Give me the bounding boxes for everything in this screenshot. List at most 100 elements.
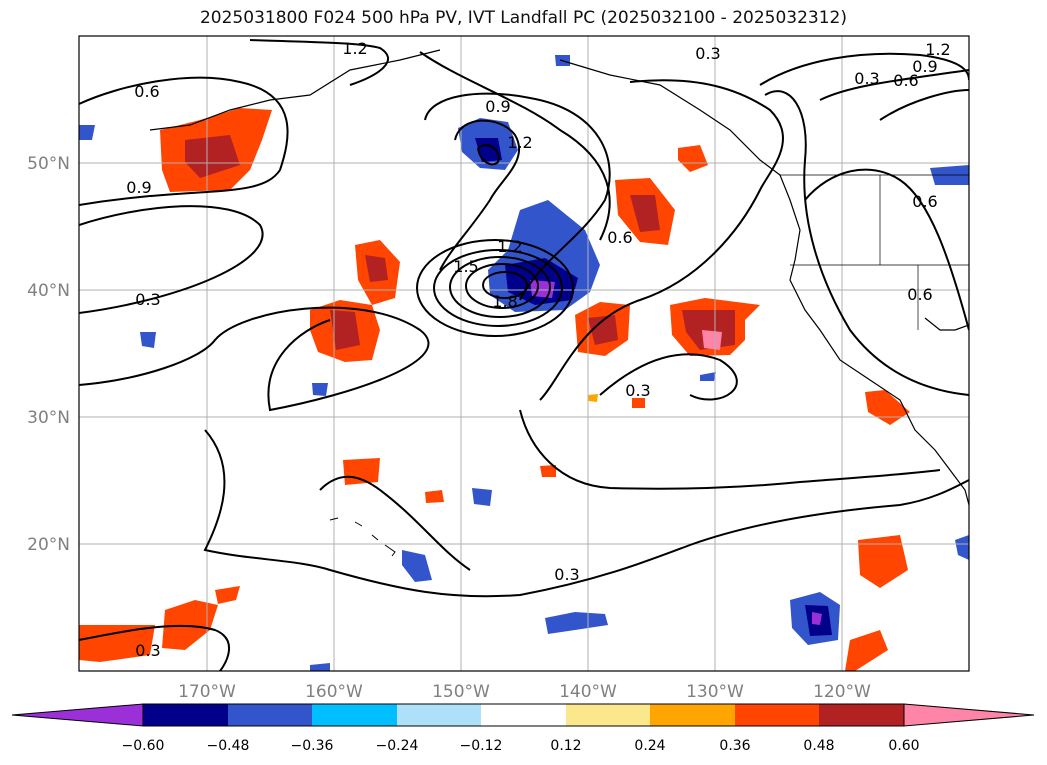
contour-label: 0.6 bbox=[607, 228, 632, 247]
pv-negative-region bbox=[472, 488, 492, 506]
pv-negative-region bbox=[140, 332, 156, 348]
colorbar-extend-high bbox=[903, 703, 1035, 727]
colorbar-tick: −0.60 bbox=[122, 738, 165, 754]
pv-negative-region bbox=[310, 663, 330, 671]
pv-strong-positive-region bbox=[330, 310, 360, 350]
lat-label: 40°N bbox=[27, 281, 70, 301]
colorbar-swatch bbox=[819, 704, 904, 726]
pv-positive-region bbox=[343, 458, 380, 485]
contour-line bbox=[439, 119, 521, 271]
contour-line bbox=[319, 475, 471, 571]
hawaiian-islands bbox=[329, 517, 396, 557]
contour-line bbox=[519, 409, 941, 490]
contour-label: 0.9 bbox=[912, 57, 937, 76]
lon-axis-labels: 170°W 160°W 150°W 140°W 130°W 120°W bbox=[178, 682, 871, 702]
pv-positive-region bbox=[588, 394, 598, 402]
colorbar-frame bbox=[142, 703, 905, 727]
pv-negative-region bbox=[545, 612, 608, 634]
colorbar-swatch bbox=[735, 704, 819, 726]
contour-label: 0.3 bbox=[625, 381, 650, 400]
pv-extreme-negative-region bbox=[812, 612, 822, 625]
contour-line bbox=[482, 271, 528, 299]
contour-line bbox=[465, 263, 539, 309]
colorbar-tick: 0.12 bbox=[550, 738, 581, 754]
colorbar-swatch bbox=[650, 704, 735, 726]
pv-strong-positive-region bbox=[185, 135, 240, 178]
pv-strong-positive-region bbox=[682, 310, 735, 350]
contour-label-group: 0.6 0.9 0.3 0.3 0.3 0.3 0.9 1.2 1.2 1.5 … bbox=[126, 39, 950, 660]
contour-label: 0.3 bbox=[135, 290, 160, 309]
contour-label: 0.3 bbox=[854, 69, 879, 88]
contour-label: 0.6 bbox=[893, 71, 918, 90]
contour-line bbox=[477, 144, 500, 166]
lat-label: 30°N bbox=[27, 408, 70, 428]
lon-label: 140°W bbox=[559, 682, 617, 702]
lon-label: 170°W bbox=[178, 682, 236, 702]
contour-line bbox=[249, 39, 389, 86]
contour-line bbox=[433, 249, 563, 327]
contour-line bbox=[764, 90, 969, 396]
contour-label: 1.2 bbox=[342, 39, 367, 58]
pv-extreme-positive-region bbox=[702, 330, 722, 350]
lon-label: 120°W bbox=[813, 682, 871, 702]
pv-positive-region bbox=[858, 535, 908, 588]
pv-contours bbox=[79, 39, 969, 671]
contour-label: 0.3 bbox=[695, 44, 720, 63]
contour-label: 0.9 bbox=[126, 178, 151, 197]
contour-label: 1.5 bbox=[453, 257, 478, 276]
pv-positive-region bbox=[865, 390, 910, 425]
colorbar-tick: 0.36 bbox=[719, 738, 750, 754]
pv-positive-region bbox=[79, 625, 155, 662]
colorbar-extend-low bbox=[11, 703, 144, 727]
contour-line bbox=[203, 429, 969, 598]
colorbar-swatch bbox=[481, 704, 566, 726]
contour-label: 1.2 bbox=[497, 237, 522, 256]
pv-strong-positive-region bbox=[588, 315, 618, 345]
contour-line bbox=[759, 52, 969, 86]
contour-label: 0.3 bbox=[554, 565, 579, 584]
pv-negative-region bbox=[955, 535, 969, 560]
contour-label: 1.2 bbox=[925, 40, 950, 59]
lat-label: 50°N bbox=[27, 154, 70, 174]
coastline bbox=[149, 49, 969, 506]
colorbar-tick: −0.36 bbox=[291, 738, 334, 754]
pv-negative-region bbox=[79, 125, 95, 140]
colorbar-swatch bbox=[397, 704, 481, 726]
pv-positive-region bbox=[162, 600, 218, 650]
contour-line bbox=[804, 168, 969, 331]
lat-label: 20°N bbox=[27, 535, 70, 555]
plot-frame bbox=[78, 35, 970, 672]
gridlines bbox=[79, 36, 969, 671]
contour-line bbox=[79, 306, 430, 412]
pv-positive-region bbox=[425, 490, 444, 503]
contour-line bbox=[79, 624, 230, 671]
pv-positive-region bbox=[678, 145, 708, 172]
colorbar-swatch bbox=[228, 704, 312, 726]
pv-shading bbox=[79, 55, 969, 671]
colorbar-tick: −0.48 bbox=[207, 738, 250, 754]
contour-line bbox=[599, 353, 738, 401]
pv-strong-positive-region bbox=[365, 255, 388, 282]
lon-label: 160°W bbox=[305, 682, 363, 702]
contour-line bbox=[539, 79, 784, 401]
lat-axis-labels: 50°N 40°N 30°N 20°N bbox=[27, 154, 70, 555]
colorbar: −0.60 −0.48 −0.36 −0.24 −0.12 0.12 0.24 … bbox=[11, 703, 1035, 754]
pv-negative-region bbox=[402, 550, 432, 582]
colorbar-tick: 0.60 bbox=[888, 738, 919, 754]
contour-line bbox=[416, 239, 574, 337]
map-title: 2025031800 F024 500 hPa PV, IVT Landfall… bbox=[199, 8, 847, 28]
colorbar-swatch bbox=[143, 704, 228, 726]
contour-label: 0.6 bbox=[134, 82, 159, 101]
contour-label: 1.8 bbox=[492, 292, 517, 311]
contour-label: 0.6 bbox=[912, 192, 937, 211]
colorbar-tick: −0.12 bbox=[460, 738, 503, 754]
contour-line bbox=[79, 76, 289, 206]
contour-line bbox=[879, 89, 969, 121]
contour-line bbox=[419, 51, 611, 241]
pv-strong-positive-region bbox=[630, 195, 660, 232]
contour-label: 0.9 bbox=[485, 97, 510, 116]
contour-line bbox=[424, 92, 611, 301]
contour-line bbox=[449, 256, 551, 318]
lon-label: 130°W bbox=[686, 682, 744, 702]
colorbar-tick: −0.24 bbox=[376, 738, 419, 754]
